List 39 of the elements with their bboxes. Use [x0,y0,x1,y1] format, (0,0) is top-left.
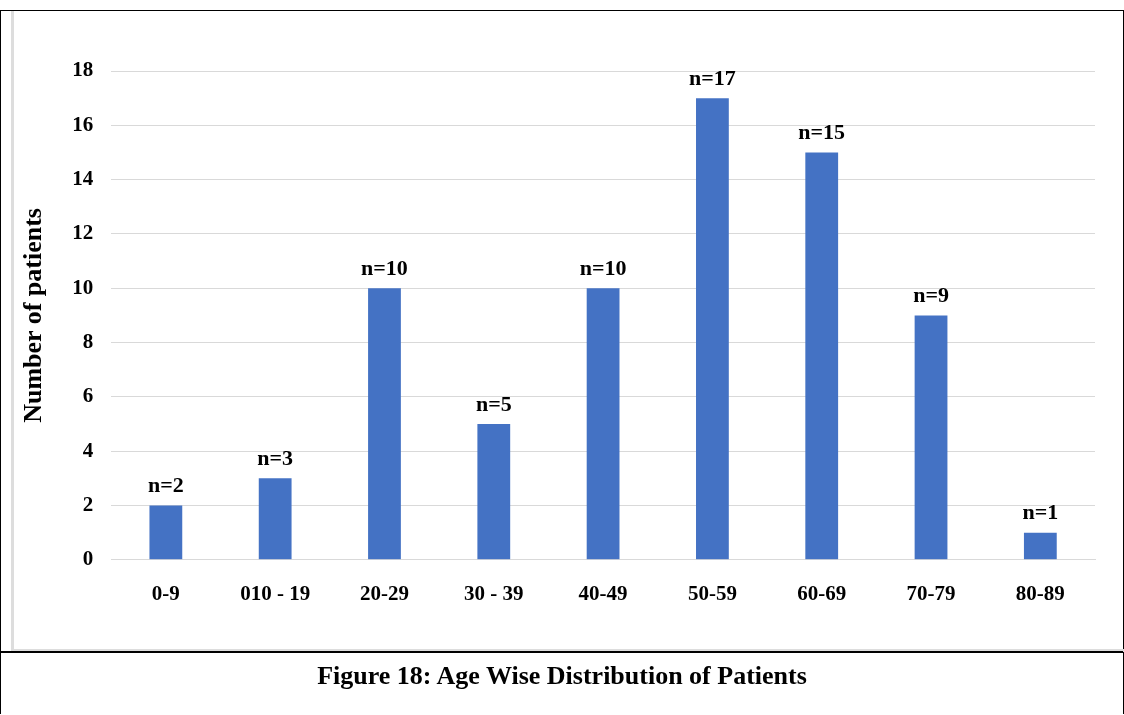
data-label: n=10 [361,254,408,280]
bar [149,505,183,560]
y-tick-label: 8 [82,328,94,353]
y-tick-label: 2 [82,491,94,516]
y-axis-title: Number of patients [18,208,48,423]
bar [696,98,729,560]
x-tick-label: 0-9 [151,580,180,605]
x-tick-label: 70-79 [906,580,956,605]
data-label: n=9 [913,282,949,308]
data-label: n=15 [798,119,846,145]
bar [477,424,511,560]
y-tick-label: 0 [82,546,94,571]
bar [368,288,401,560]
x-tick-label: 80-89 [1015,580,1065,605]
data-label: n=5 [475,390,512,416]
bar [914,315,948,560]
y-tick-label: 14 [72,166,94,191]
x-tick-label: 50-59 [687,580,737,605]
y-tick-label: 12 [72,220,94,245]
y-tick-label: 4 [82,437,94,462]
y-tick-label: 6 [82,383,94,408]
x-tick-label: 60-69 [797,580,847,605]
bar [586,288,620,560]
x-tick-label: 010 - 19 [240,580,311,605]
data-label: n=2 [147,472,184,498]
data-label: n=1 [1022,499,1059,525]
x-tick-label: 20-29 [359,580,409,605]
y-tick-label: 18 [72,57,94,82]
bar [805,152,839,560]
data-label: n=10 [579,254,627,280]
y-tick-label: 16 [72,111,94,136]
y-tick-label: 10 [72,274,94,299]
text: Figure 18: Age Wise Distribution of Patients [1,651,1123,691]
bar [1023,532,1057,560]
x-tick-label: 40-49 [578,580,628,605]
bar [258,478,292,560]
x-tick-label: 30 - 39 [464,580,524,605]
data-label: n=17 [689,64,736,90]
data-label: n=3 [257,445,294,471]
